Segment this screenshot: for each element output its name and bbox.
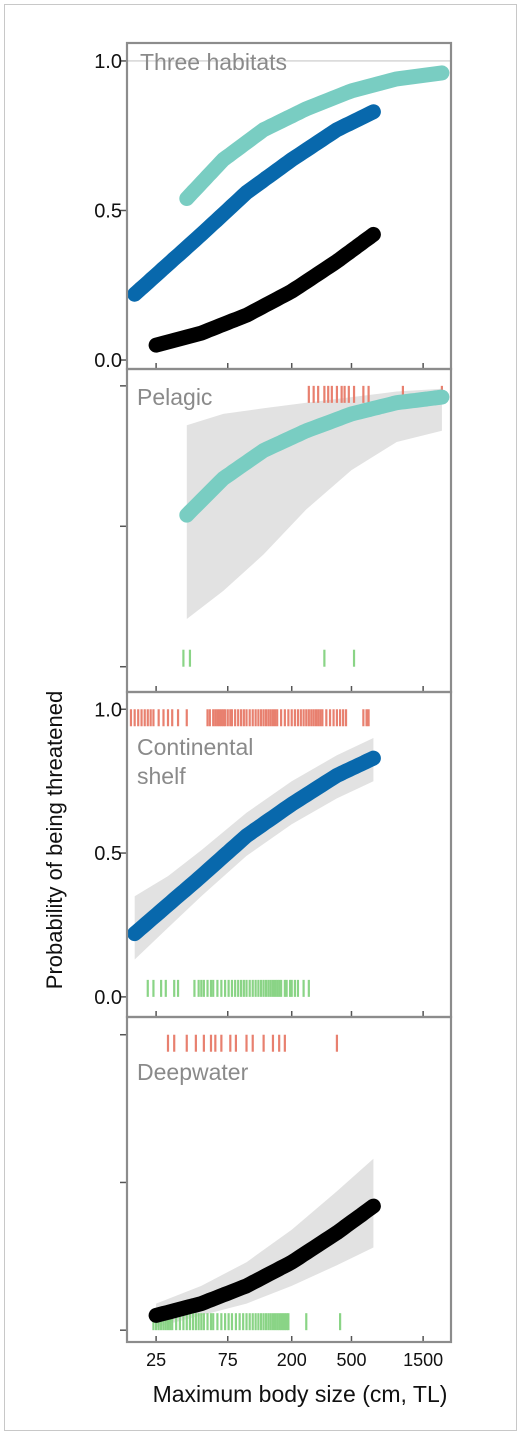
panel-0: 0.0 0.5 1.0 Three habitats (94, 41, 453, 372)
x-tick-label: 200 (277, 1350, 307, 1370)
panel-1: Pelagic (120, 367, 453, 694)
y-tick-label: 0.5 (94, 843, 122, 865)
y-tick-label: 1.0 (94, 699, 122, 721)
confidence-band (156, 1158, 374, 1328)
series-line-deepwater (148, 1198, 381, 1323)
x-axis-label: Maximum body size (cm, TL) (153, 1381, 448, 1407)
panel-title: Three habitats (140, 49, 287, 75)
y-tick-label: 0.0 (94, 350, 122, 372)
series-line-deepwater (148, 226, 381, 353)
panel-title: Pelagic (137, 384, 212, 410)
panel-2: 0.0 0.5 1.0 Continental shelf (94, 690, 453, 1019)
y-tick-label: 1.0 (94, 51, 122, 73)
y-tick-label: 0.0 (94, 987, 122, 1009)
series-line-continental-shelf (127, 104, 381, 302)
y-axis-label: Probability of being threatened (42, 691, 67, 989)
x-tick-label: 25 (146, 1350, 166, 1370)
x-tick-label: 1500 (403, 1350, 443, 1370)
y-tick-label: 0.5 (94, 200, 122, 222)
chart-plot-area: 0.0 0.5 1.0 Three habitats Pelagic 0.0 0.5 1.0 C… (94, 41, 453, 1370)
x-tick-label: 75 (218, 1350, 238, 1370)
panel-title: Deepwater (137, 1059, 249, 1085)
panel-3: Deepwater (120, 1015, 453, 1344)
panel-title: Continental shelf (137, 734, 253, 789)
panel-border (125, 1015, 453, 1344)
series-line-pelagic (179, 65, 450, 206)
series-line-pelagic (179, 389, 450, 523)
series-line-continental-shelf (127, 750, 381, 942)
confidence-band (186, 388, 442, 619)
x-tick-label: 500 (336, 1350, 366, 1370)
